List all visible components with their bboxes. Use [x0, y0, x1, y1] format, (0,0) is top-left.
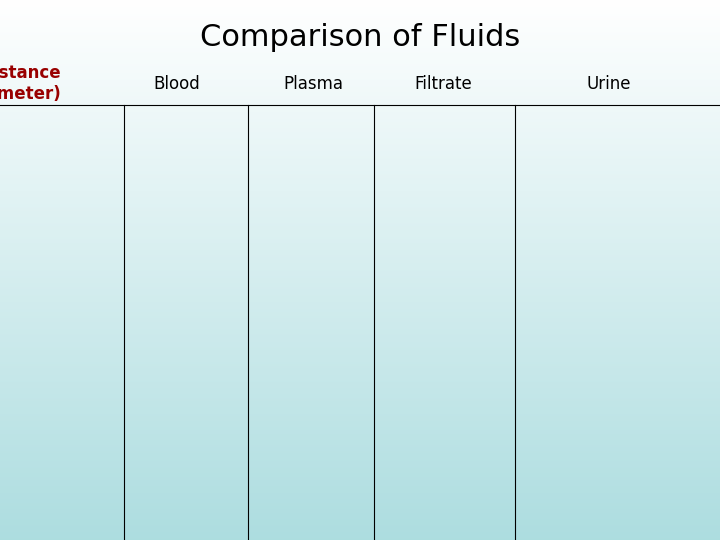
Text: Blood: Blood — [153, 75, 199, 93]
Text: Comparison of Fluids: Comparison of Fluids — [200, 23, 520, 52]
Text: Filtrate: Filtrate — [414, 75, 472, 93]
Text: Urine: Urine — [586, 75, 631, 93]
Text: Plasma: Plasma — [283, 75, 343, 93]
Text: Substance
(parameter): Substance (parameter) — [0, 64, 61, 103]
